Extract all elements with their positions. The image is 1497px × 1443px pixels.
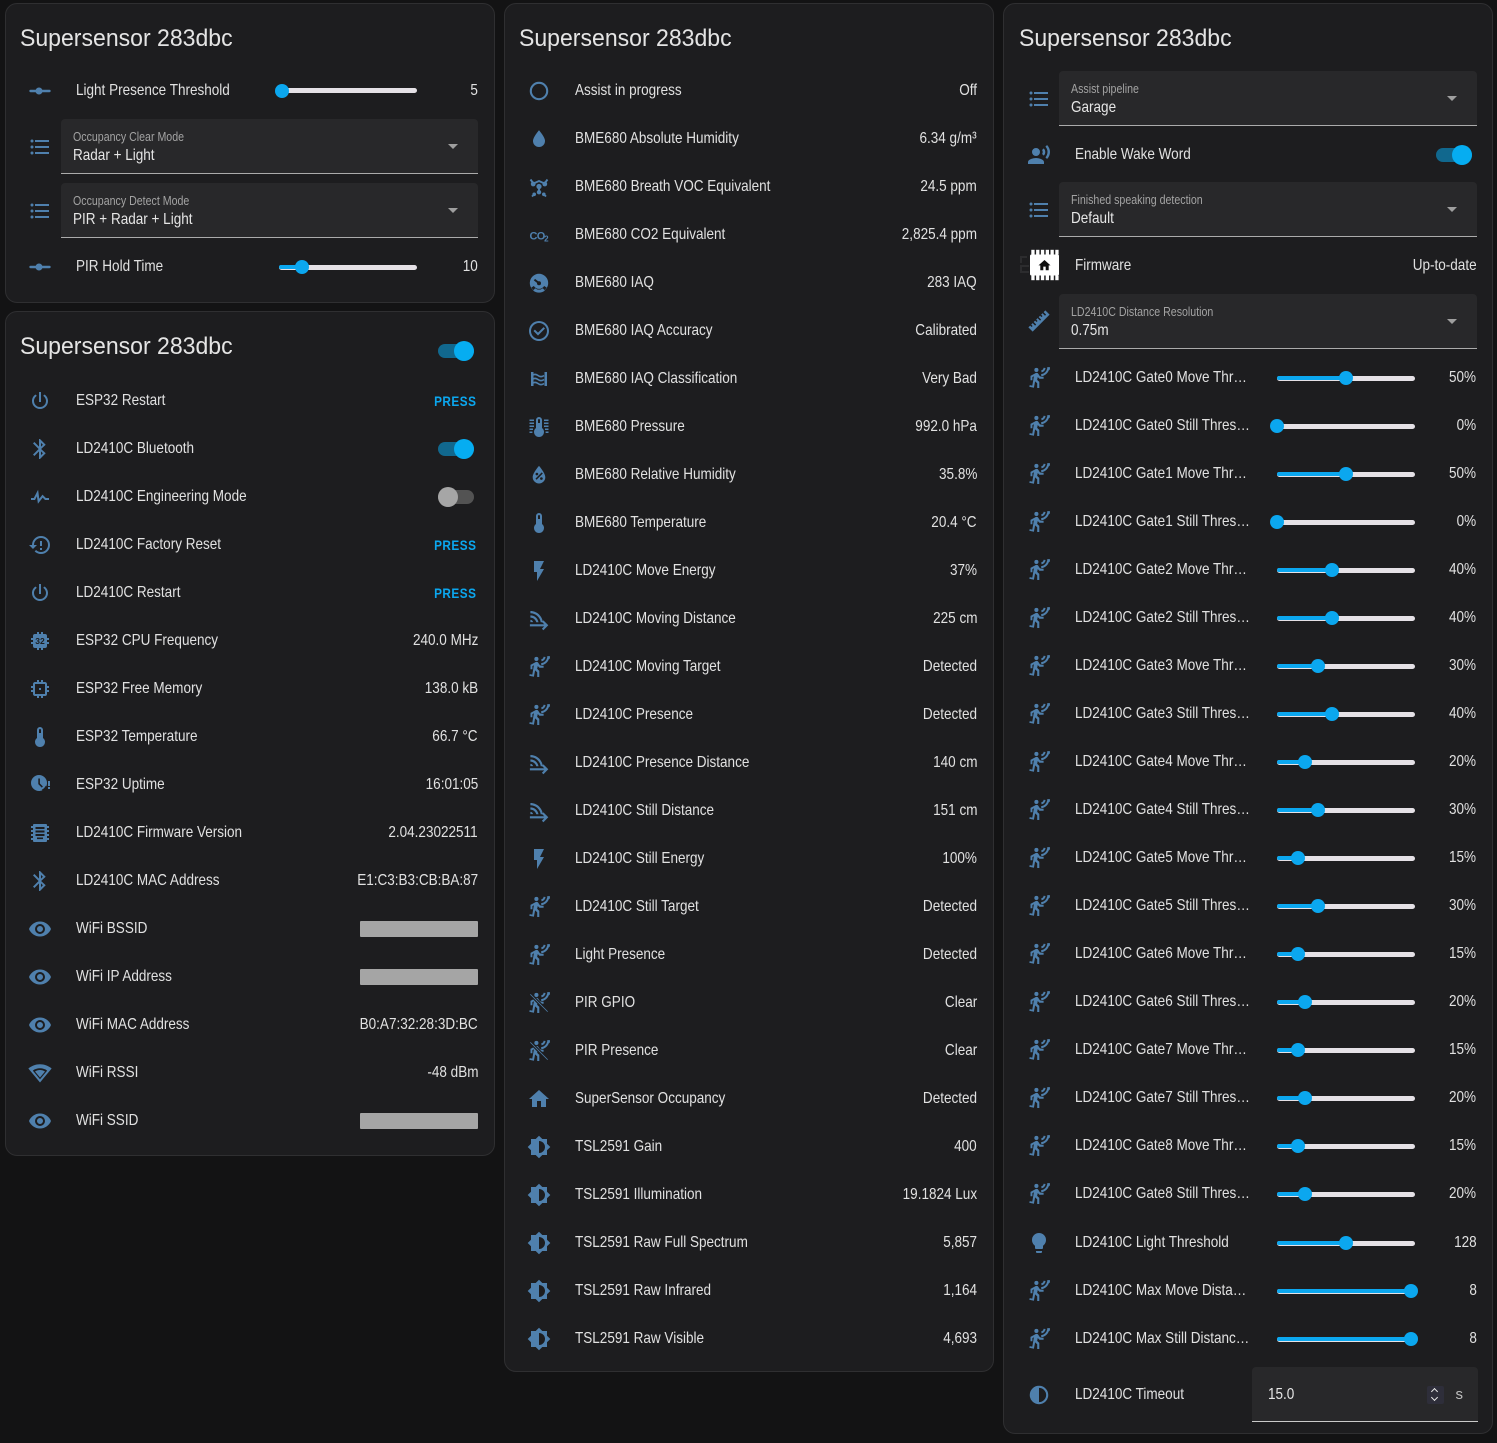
svg-text:32: 32	[35, 636, 45, 646]
svg-text:2: 2	[544, 234, 549, 243]
svg-text:CO: CO	[530, 231, 546, 243]
